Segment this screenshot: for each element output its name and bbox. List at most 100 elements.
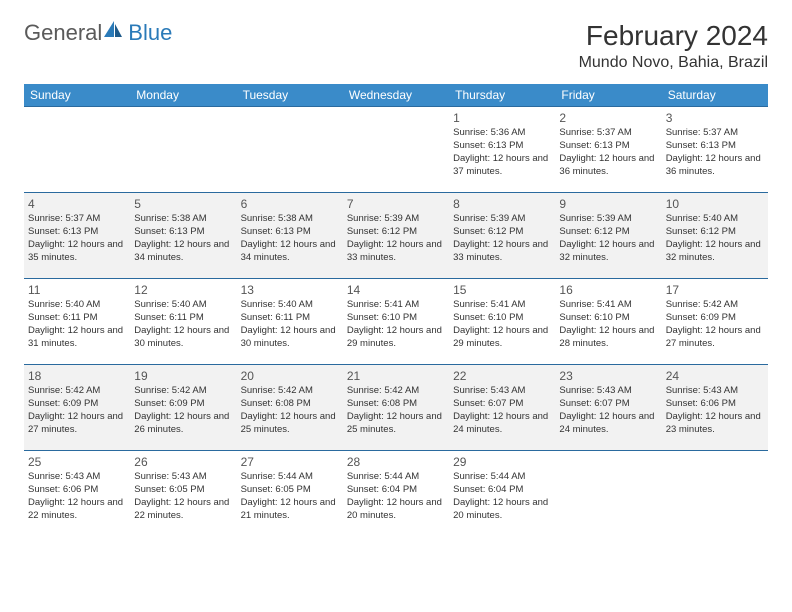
calendar-cell [555,451,661,537]
calendar-cell: 1Sunrise: 5:36 AMSunset: 6:13 PMDaylight… [449,107,555,193]
calendar-row: 11Sunrise: 5:40 AMSunset: 6:11 PMDayligh… [24,279,768,365]
sunrise-text: Sunrise: 5:36 AM [453,127,551,140]
calendar-cell: 9Sunrise: 5:39 AMSunset: 6:12 PMDaylight… [555,193,661,279]
calendar-cell: 4Sunrise: 5:37 AMSunset: 6:13 PMDaylight… [24,193,130,279]
sunset-text: Sunset: 6:10 PM [347,312,445,325]
day-number: 18 [28,368,126,384]
daylight-text: Daylight: 12 hours and 32 minutes. [666,239,764,265]
logo-text-general: General [24,20,102,46]
page-title: February 2024 [579,20,768,52]
location-subtitle: Mundo Novo, Bahia, Brazil [579,54,768,72]
calendar-cell: 28Sunrise: 5:44 AMSunset: 6:04 PMDayligh… [343,451,449,537]
calendar-cell: 10Sunrise: 5:40 AMSunset: 6:12 PMDayligh… [662,193,768,279]
sunset-text: Sunset: 6:12 PM [453,226,551,239]
calendar-cell [130,107,236,193]
daylight-text: Daylight: 12 hours and 30 minutes. [134,325,232,351]
daylight-text: Daylight: 12 hours and 37 minutes. [453,153,551,179]
calendar-cell: 14Sunrise: 5:41 AMSunset: 6:10 PMDayligh… [343,279,449,365]
day-number: 21 [347,368,445,384]
calendar-cell: 23Sunrise: 5:43 AMSunset: 6:07 PMDayligh… [555,365,661,451]
sunrise-text: Sunrise: 5:43 AM [134,471,232,484]
sunrise-text: Sunrise: 5:41 AM [559,299,657,312]
weekday-header: Friday [555,84,661,107]
day-number: 11 [28,282,126,298]
sunrise-text: Sunrise: 5:37 AM [559,127,657,140]
sunset-text: Sunset: 6:11 PM [28,312,126,325]
daylight-text: Daylight: 12 hours and 32 minutes. [559,239,657,265]
day-number: 1 [453,110,551,126]
weekday-header: Thursday [449,84,555,107]
calendar-row: 4Sunrise: 5:37 AMSunset: 6:13 PMDaylight… [24,193,768,279]
sunrise-text: Sunrise: 5:40 AM [241,299,339,312]
sunrise-text: Sunrise: 5:38 AM [134,213,232,226]
sunset-text: Sunset: 6:06 PM [28,484,126,497]
daylight-text: Daylight: 12 hours and 34 minutes. [241,239,339,265]
day-number: 23 [559,368,657,384]
calendar-cell: 27Sunrise: 5:44 AMSunset: 6:05 PMDayligh… [237,451,343,537]
calendar-row: 1Sunrise: 5:36 AMSunset: 6:13 PMDaylight… [24,107,768,193]
sunrise-text: Sunrise: 5:43 AM [559,385,657,398]
sunrise-text: Sunrise: 5:42 AM [28,385,126,398]
sunset-text: Sunset: 6:10 PM [559,312,657,325]
calendar-cell [343,107,449,193]
calendar-cell: 17Sunrise: 5:42 AMSunset: 6:09 PMDayligh… [662,279,768,365]
daylight-text: Daylight: 12 hours and 35 minutes. [28,239,126,265]
calendar-cell: 26Sunrise: 5:43 AMSunset: 6:05 PMDayligh… [130,451,236,537]
calendar-cell: 19Sunrise: 5:42 AMSunset: 6:09 PMDayligh… [130,365,236,451]
sunrise-text: Sunrise: 5:41 AM [453,299,551,312]
daylight-text: Daylight: 12 hours and 33 minutes. [347,239,445,265]
daylight-text: Daylight: 12 hours and 28 minutes. [559,325,657,351]
day-number: 26 [134,454,232,470]
daylight-text: Daylight: 12 hours and 29 minutes. [453,325,551,351]
sunset-text: Sunset: 6:11 PM [134,312,232,325]
calendar-cell: 20Sunrise: 5:42 AMSunset: 6:08 PMDayligh… [237,365,343,451]
sunset-text: Sunset: 6:07 PM [559,398,657,411]
calendar-table: Sunday Monday Tuesday Wednesday Thursday… [24,84,768,537]
logo-text-blue: Blue [128,20,172,46]
day-number: 3 [666,110,764,126]
daylight-text: Daylight: 12 hours and 26 minutes. [134,411,232,437]
daylight-text: Daylight: 12 hours and 27 minutes. [28,411,126,437]
sunset-text: Sunset: 6:07 PM [453,398,551,411]
sunrise-text: Sunrise: 5:44 AM [347,471,445,484]
day-number: 12 [134,282,232,298]
day-number: 13 [241,282,339,298]
sunrise-text: Sunrise: 5:39 AM [559,213,657,226]
calendar-cell: 22Sunrise: 5:43 AMSunset: 6:07 PMDayligh… [449,365,555,451]
sunrise-text: Sunrise: 5:42 AM [347,385,445,398]
calendar-cell: 5Sunrise: 5:38 AMSunset: 6:13 PMDaylight… [130,193,236,279]
sunset-text: Sunset: 6:04 PM [453,484,551,497]
calendar-cell: 29Sunrise: 5:44 AMSunset: 6:04 PMDayligh… [449,451,555,537]
sunset-text: Sunset: 6:09 PM [28,398,126,411]
daylight-text: Daylight: 12 hours and 31 minutes. [28,325,126,351]
sunrise-text: Sunrise: 5:40 AM [28,299,126,312]
sunset-text: Sunset: 6:13 PM [28,226,126,239]
header: General Blue February 2024 Mundo Novo, B… [24,20,768,72]
calendar-cell: 25Sunrise: 5:43 AMSunset: 6:06 PMDayligh… [24,451,130,537]
daylight-text: Daylight: 12 hours and 23 minutes. [666,411,764,437]
calendar-cell: 13Sunrise: 5:40 AMSunset: 6:11 PMDayligh… [237,279,343,365]
sunset-text: Sunset: 6:13 PM [453,140,551,153]
weekday-header: Wednesday [343,84,449,107]
day-number: 6 [241,196,339,212]
sunset-text: Sunset: 6:04 PM [347,484,445,497]
sunset-text: Sunset: 6:12 PM [347,226,445,239]
day-number: 29 [453,454,551,470]
day-number: 27 [241,454,339,470]
calendar-cell: 24Sunrise: 5:43 AMSunset: 6:06 PMDayligh… [662,365,768,451]
day-number: 5 [134,196,232,212]
day-number: 17 [666,282,764,298]
daylight-text: Daylight: 12 hours and 20 minutes. [453,497,551,523]
sunrise-text: Sunrise: 5:42 AM [666,299,764,312]
daylight-text: Daylight: 12 hours and 29 minutes. [347,325,445,351]
sunset-text: Sunset: 6:09 PM [666,312,764,325]
sunset-text: Sunset: 6:11 PM [241,312,339,325]
day-number: 7 [347,196,445,212]
calendar-row: 18Sunrise: 5:42 AMSunset: 6:09 PMDayligh… [24,365,768,451]
calendar-cell [24,107,130,193]
weekday-header: Sunday [24,84,130,107]
daylight-text: Daylight: 12 hours and 33 minutes. [453,239,551,265]
weekday-header-row: Sunday Monday Tuesday Wednesday Thursday… [24,84,768,107]
day-number: 8 [453,196,551,212]
day-number: 28 [347,454,445,470]
